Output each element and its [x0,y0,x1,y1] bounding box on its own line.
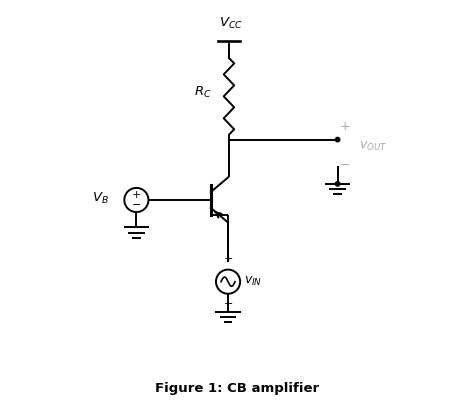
Text: +: + [339,120,350,133]
Circle shape [336,182,340,186]
Text: +: + [132,191,141,200]
Text: $V_{CC}$: $V_{CC}$ [219,16,243,31]
Text: $v_{OUT}$: $v_{OUT}$ [358,140,387,153]
Text: $R_C$: $R_C$ [194,85,212,100]
Text: +: + [223,254,233,264]
Text: −: − [132,200,141,210]
Text: $v_{IN}$: $v_{IN}$ [244,275,263,288]
Text: Figure 1: CB amplifier: Figure 1: CB amplifier [155,382,319,395]
Circle shape [336,137,340,142]
Text: −: − [223,299,233,309]
Text: $V_B$: $V_B$ [92,191,109,206]
Text: −: − [339,159,350,172]
